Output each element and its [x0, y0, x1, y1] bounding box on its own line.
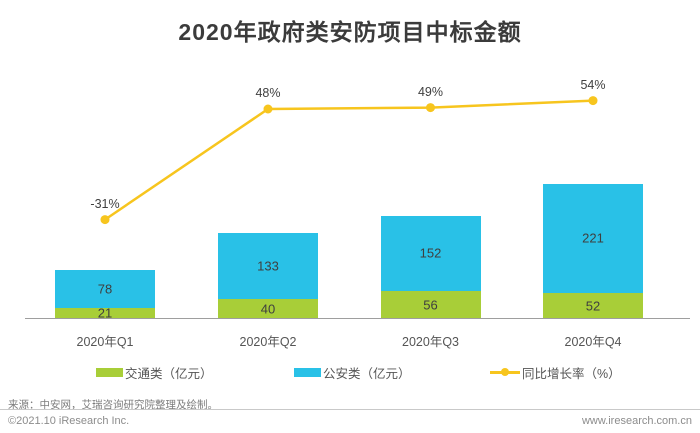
- x-axis-label: 2020年Q2: [239, 334, 297, 349]
- growth-point: [100, 215, 110, 225]
- bar-segment-police: [55, 269, 155, 309]
- footer-source-note: 来源：中安网，艾瑞咨询研究院整理及绘制。: [8, 399, 218, 411]
- footer-copyright: ©2021.10 iResearch Inc.: [8, 415, 130, 427]
- bar-value-label-police: 78: [97, 281, 113, 297]
- growth-point: [588, 96, 598, 106]
- x-axis-label: 2020年Q3: [402, 334, 459, 349]
- bar-value-label-police: 221: [582, 230, 604, 246]
- legend-swatch-traffic-icon: [96, 367, 123, 377]
- bar-value-label-traffic: 21: [97, 305, 113, 321]
- growth-point-label: -31%: [90, 196, 120, 211]
- bar-value-label-traffic: 40: [260, 301, 276, 317]
- legend-label-police: 公安类（亿元）: [323, 366, 411, 381]
- bar-value-label-traffic: 56: [423, 297, 438, 313]
- page-title: 2020年政府类安防项目中标金额: [178, 19, 522, 45]
- legend-growth-dot: [501, 368, 509, 376]
- growth-point-label: 48%: [255, 86, 281, 100]
- bar-segment-traffic: [380, 290, 481, 319]
- growth-point: [426, 103, 435, 113]
- legend-swatch-police-icon: [294, 367, 321, 377]
- legend-label-traffic: 交通类（亿元）: [125, 366, 213, 381]
- x-axis-label: 2020年Q4: [564, 334, 622, 349]
- bar-segment-police: [380, 215, 481, 291]
- bar-segment-traffic: [218, 298, 318, 319]
- x-axis-line: [25, 318, 690, 319]
- legend-item-police: 公安类（亿元）: [294, 363, 411, 381]
- bar-value-label-police: 133: [257, 258, 279, 274]
- bar-segment-traffic: [55, 308, 155, 319]
- growth-point-label: 54%: [580, 77, 606, 92]
- x-axis-label: 2020年Q1: [76, 334, 134, 349]
- legend-item-traffic: 交通类（亿元）: [96, 363, 213, 381]
- bar-segment-traffic: [543, 292, 643, 319]
- bar-value-label-police: 152: [419, 245, 442, 261]
- legend: 交通类（亿元） 公安类（亿元） 同比增长率（%）: [0, 363, 700, 381]
- bar-value-label-traffic: 52: [585, 298, 601, 314]
- legend-item-growth: 同比增长率（%）: [490, 363, 621, 381]
- footer-website: www.iresearch.com.cn: [581, 415, 692, 427]
- legend-label-growth: 同比增长率（%）: [522, 366, 621, 381]
- growth-line: [104, 99, 594, 221]
- growth-point-label: 49%: [417, 84, 444, 99]
- growth-point: [263, 104, 273, 114]
- bar-segment-police: [218, 233, 318, 299]
- legend-swatch-growth-line-icon: [490, 368, 520, 377]
- footer-divider: [0, 409, 700, 410]
